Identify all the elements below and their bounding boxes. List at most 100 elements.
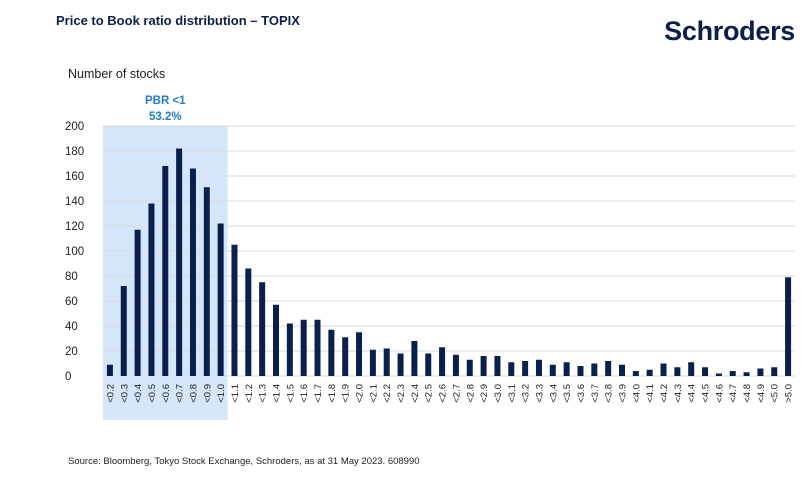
x-tick-label: <0.8: [188, 384, 199, 403]
bar-<0.6: [162, 166, 169, 376]
x-tick-label: <2.6: [438, 384, 449, 403]
y-tick-120: 120: [65, 221, 84, 233]
x-tick-label: <4.6: [714, 384, 725, 403]
x-tick-label: <2.5: [424, 384, 435, 403]
x-tick-label: <0.3: [119, 384, 130, 403]
bar-<4.2: [660, 363, 667, 376]
bar-<3.7: [591, 363, 598, 376]
x-tick-label: <5.0: [770, 384, 781, 403]
x-tick-label: <3.3: [534, 384, 545, 403]
bars: [106, 148, 792, 376]
x-tick-label: <4.9: [756, 384, 767, 403]
bar-<4.1: [646, 369, 653, 376]
x-tick-label: <0.5: [147, 384, 158, 403]
x-tick-label: <4.4: [687, 384, 698, 403]
y-tick-20: 20: [65, 346, 78, 358]
x-tick-label: <2.8: [465, 384, 476, 403]
y-tick-200: 200: [65, 121, 84, 133]
x-tick-label: <1.8: [327, 384, 338, 403]
bar-<2.1: [369, 349, 376, 376]
x-tick-label: <4.2: [659, 384, 670, 403]
bar-<3.2: [522, 361, 529, 376]
x-tick-label: <4.5: [701, 384, 712, 403]
source-note: Source: Bloomberg, Tokyo Stock Exchange,…: [68, 456, 420, 467]
bar-<1.2: [245, 268, 252, 376]
pbr-highlight-value: 53.2%: [149, 111, 182, 123]
bar-<3.4: [549, 364, 556, 376]
bar-<3.3: [535, 359, 542, 376]
x-tick-label: <3.1: [507, 384, 518, 403]
bar-<4.8: [743, 372, 750, 376]
bar-<1.4: [273, 304, 279, 376]
x-tick-label: <2.3: [396, 384, 407, 403]
x-tick-label: <3.5: [562, 384, 573, 403]
bar-<2.6: [439, 347, 446, 376]
x-tick-label: <4.8: [742, 384, 753, 403]
x-tick-label: <2.2: [382, 384, 393, 403]
bar-<0.3: [120, 286, 127, 376]
x-tick-label: <3.0: [493, 384, 504, 403]
bar-<4.6: [715, 373, 722, 376]
bar-<3.6: [577, 366, 584, 376]
schroders-logo: Schroders: [664, 16, 795, 46]
bar-<1.8: [328, 329, 335, 376]
bar-<3.9: [619, 364, 625, 376]
x-tick-label: <3.8: [604, 384, 615, 403]
bar-<2.3: [397, 353, 404, 376]
y-tick-160: 160: [65, 171, 84, 183]
y-tick-40: 40: [65, 321, 78, 333]
bar-<0.4: [134, 229, 141, 376]
bar-<0.2: [106, 364, 113, 376]
bar-<1.6: [300, 319, 307, 376]
bar-<5.0: [771, 367, 778, 376]
bar-<1.3: [259, 282, 266, 376]
x-tick-label: <4.3: [673, 384, 684, 403]
bar-<2.8: [466, 359, 473, 376]
bar-<2.2: [383, 348, 390, 376]
bar-<1.1: [231, 244, 238, 376]
bar-<4.0: [632, 371, 639, 376]
x-tick-label: <1.4: [272, 384, 283, 403]
x-tick-label: <1.0: [216, 384, 227, 403]
bar-<4.5: [702, 367, 709, 376]
bar-<4.7: [729, 371, 736, 376]
bar-<2.7: [452, 354, 459, 376]
bar-<1.7: [314, 319, 321, 376]
y-axis-ticks: 0 20 40 60 80 100 120 140 160 180 200: [65, 121, 84, 383]
bar-<2.5: [425, 353, 432, 376]
y-axis-label: Number of stocks: [68, 67, 166, 81]
x-tick-label: <3.2: [521, 384, 532, 403]
bar-<2.4: [411, 341, 418, 376]
x-tick-label: <1.5: [285, 384, 296, 403]
x-tick-label: <2.9: [479, 384, 490, 403]
bar-<0.5: [148, 203, 155, 376]
x-tick-label: <3.7: [590, 384, 601, 403]
x-tick-label: <2.4: [410, 384, 421, 403]
chart-title: Price to Book ratio distribution – TOPIX: [56, 13, 300, 28]
x-tick-label: <1.3: [258, 384, 269, 403]
x-tick-label: <4.7: [728, 384, 739, 403]
x-tick-label: <1.6: [299, 384, 310, 403]
bar-<1.0: [217, 223, 224, 376]
bar-<3.8: [605, 361, 612, 376]
y-tick-60: 60: [65, 296, 78, 308]
bar-<2.0: [356, 332, 363, 376]
x-tick-label: <0.2: [105, 384, 116, 403]
x-tick-label: <2.0: [355, 384, 366, 403]
y-tick-180: 180: [65, 146, 84, 158]
y-tick-80: 80: [65, 271, 78, 283]
x-axis-ticks: <0.2 <0.3 <0.4 <0.5 <0.6 <0.7 <0.8 <0.9 <1.0 <1.1…: [105, 384, 794, 403]
bar-<1.5: [286, 323, 293, 376]
x-tick-label: <2.1: [368, 384, 379, 403]
y-tick-0: 0: [65, 371, 71, 383]
bar-<0.7: [176, 148, 183, 376]
pbr-highlight-label: PBR <1: [145, 95, 186, 107]
bar-<0.8: [189, 168, 196, 376]
y-tick-100: 100: [65, 246, 84, 258]
x-tick-label: <0.9: [202, 384, 213, 403]
x-tick-label: <1.9: [341, 384, 352, 403]
bar-<0.9: [203, 187, 210, 376]
x-tick-label: <3.4: [548, 384, 559, 403]
x-tick-label: >5.0: [784, 384, 795, 403]
